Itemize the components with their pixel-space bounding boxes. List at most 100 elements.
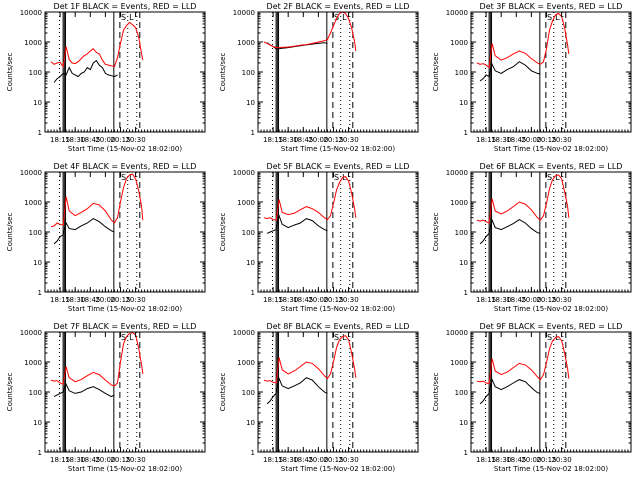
y-tick-label: 100 [242,229,255,237]
y-tick-label: 100 [29,69,42,77]
detector-panel-2: Det 2F BLACK = Events, RED = LLD S L 1 10 100… [219,2,419,153]
x-tick-label: 18:15 [50,296,70,304]
x-tick-label: 20:15 [323,136,343,144]
x-tick-label: 18:30 [491,296,511,304]
x-axis-label: Start Time (15-Nov-02 18:02:00) [494,465,608,473]
x-tick-label: 20:00 [95,136,115,144]
x-tick-label: 20:30 [551,296,571,304]
y-tick-label: 1 [464,129,468,137]
y-tick-label: 100 [29,389,42,397]
x-axis-label: Start Time (15-Nov-02 18:02:00) [494,305,608,313]
x-axis-label: Start Time (15-Nov-02 18:02:00) [281,305,395,313]
x-axis-label: Start Time (15-Nov-02 18:02:00) [281,465,395,473]
x-tick-label: 18:45 [293,296,313,304]
y-tick-label: 1000 [237,199,255,207]
x-tick-label: 18:30 [278,136,298,144]
x-tick-label: 18:30 [491,136,511,144]
y-axis-label: Counts/sec [219,213,227,252]
y-tick-label: 10000 [233,169,255,177]
x-tick-label: 20:00 [521,296,541,304]
x-tick-label: 18:45 [80,456,100,464]
x-tick-label: 18:45 [506,456,526,464]
marker-label-s: S [334,333,339,342]
y-tick-label: 100 [29,229,42,237]
y-axis-label: Counts/sec [6,53,14,92]
x-tick-label: 20:15 [536,136,556,144]
y-tick-label: 1 [464,449,468,457]
detector-panel-3: Det 3F BLACK = Events, RED = LLD S L 1 10 100… [432,2,632,153]
lld-series-line [50,21,144,69]
detector-panel-8: Det 8F BLACK = Events, RED = LLD S L 1 10 100… [219,322,419,473]
x-tick-label: 20:15 [110,136,130,144]
marker-label-s: S [547,333,552,342]
detector-panel-6: Det 6F BLACK = Events, RED = LLD S L 1 10 100… [432,162,632,313]
lld-series-line [476,336,570,385]
marker-label-s: S [334,13,339,22]
y-tick-label: 10 [33,99,42,107]
marker-label-l: L [342,333,347,342]
y-axis-label: Counts/sec [6,213,14,252]
y-tick-label: 10000 [446,169,468,177]
panel-title: Det 5F BLACK = Events, RED = LLD [267,162,410,171]
marker-label-s: S [547,173,552,182]
x-tick-label: 18:15 [263,136,283,144]
events-series-line [53,218,115,245]
y-tick-label: 1 [38,449,42,457]
marker-label-s: S [334,173,339,182]
y-tick-label: 10 [246,419,255,427]
y-tick-label: 1 [464,289,468,297]
detector-panel-1: Det 1F BLACK = Events, RED = LLD S L 1 10 100… [6,2,206,153]
x-tick-label: 20:15 [110,296,130,304]
panel-title: Det 9F BLACK = Events, RED = LLD [480,322,623,331]
x-tick-label: 20:30 [338,296,358,304]
y-tick-label: 100 [242,69,255,77]
x-tick-label: 20:30 [551,456,571,464]
marker-label-l: L [555,173,560,182]
lld-series-line [263,335,357,384]
marker-label-s: S [547,13,552,22]
x-tick-label: 20:00 [308,456,328,464]
y-tick-label: 1000 [450,39,468,47]
x-tick-label: 20:00 [95,456,115,464]
detector-panel-5: Det 5F BLACK = Events, RED = LLD S L 1 10 100… [219,162,419,313]
lld-series-line [476,174,570,224]
x-tick-label: 18:30 [65,456,85,464]
marker-label-l: L [342,13,347,22]
x-tick-label: 20:00 [308,136,328,144]
y-tick-label: 100 [455,229,468,237]
events-series-line [479,377,541,405]
panel-title: Det 7F BLACK = Events, RED = LLD [54,322,197,331]
x-tick-label: 20:30 [338,456,358,464]
y-tick-label: 1 [251,289,255,297]
y-tick-label: 1 [38,129,42,137]
y-tick-label: 1000 [450,199,468,207]
y-tick-label: 1000 [24,359,42,367]
x-tick-label: 18:30 [491,456,511,464]
y-tick-label: 1000 [237,359,255,367]
x-tick-label: 18:30 [278,296,298,304]
x-tick-label: 20:15 [536,456,556,464]
y-axis-label: Counts/sec [219,53,227,92]
y-tick-label: 1 [251,449,255,457]
marker-label-l: L [555,333,560,342]
y-axis-label: Counts/sec [6,373,14,412]
marker-label-l: L [555,13,560,22]
x-axis-label: Start Time (15-Nov-02 18:02:00) [281,145,395,153]
panel-title: Det 8F BLACK = Events, RED = LLD [267,322,410,331]
x-tick-label: 20:30 [125,296,145,304]
events-series-line [53,383,115,398]
y-tick-label: 10 [459,259,468,267]
y-tick-label: 100 [455,389,468,397]
x-tick-label: 18:45 [293,136,313,144]
y-tick-label: 10000 [233,329,255,337]
events-series-line [53,59,118,83]
events-series-line [266,376,328,405]
y-tick-label: 1 [38,289,42,297]
lld-series-line [50,332,144,387]
marker-label-s: S [121,173,126,182]
x-tick-label: 20:00 [308,296,328,304]
x-axis-label: Start Time (15-Nov-02 18:02:00) [68,465,182,473]
x-tick-label: 20:00 [521,136,541,144]
